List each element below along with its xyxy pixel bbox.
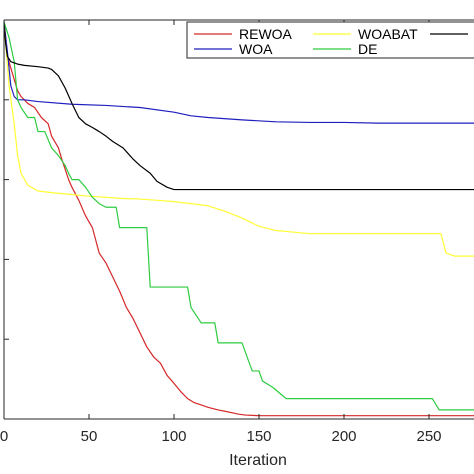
plot-area <box>4 20 474 419</box>
series-line-unnamed-4 <box>4 21 474 191</box>
axes-layer: 0 50 100 150 200 250 <box>0 19 474 445</box>
x-tick-label-250: 250 <box>416 428 441 445</box>
x-tick-label-0: 0 <box>0 428 8 445</box>
legend-label-4: DE <box>358 41 377 57</box>
series-line-de <box>4 21 474 411</box>
x-tick-label-100: 100 <box>161 428 186 445</box>
legend-label-0: REWOA <box>239 26 293 42</box>
series-line-rewoa <box>4 23 474 417</box>
x-tick-label-50: 50 <box>81 428 98 445</box>
legend-label-3: WOA <box>239 41 273 57</box>
legend: REWOA WOABAT WOA DE <box>186 21 474 59</box>
x-tick-label-150: 150 <box>246 428 271 445</box>
series-layer <box>4 21 474 417</box>
series-line-woabat <box>4 23 474 257</box>
x-axis-label: Iteration <box>229 452 287 469</box>
series-line-woa <box>4 21 474 124</box>
legend-box <box>186 21 474 59</box>
legend-label-1: WOABAT <box>358 26 418 42</box>
x-tick-label-200: 200 <box>331 428 356 445</box>
